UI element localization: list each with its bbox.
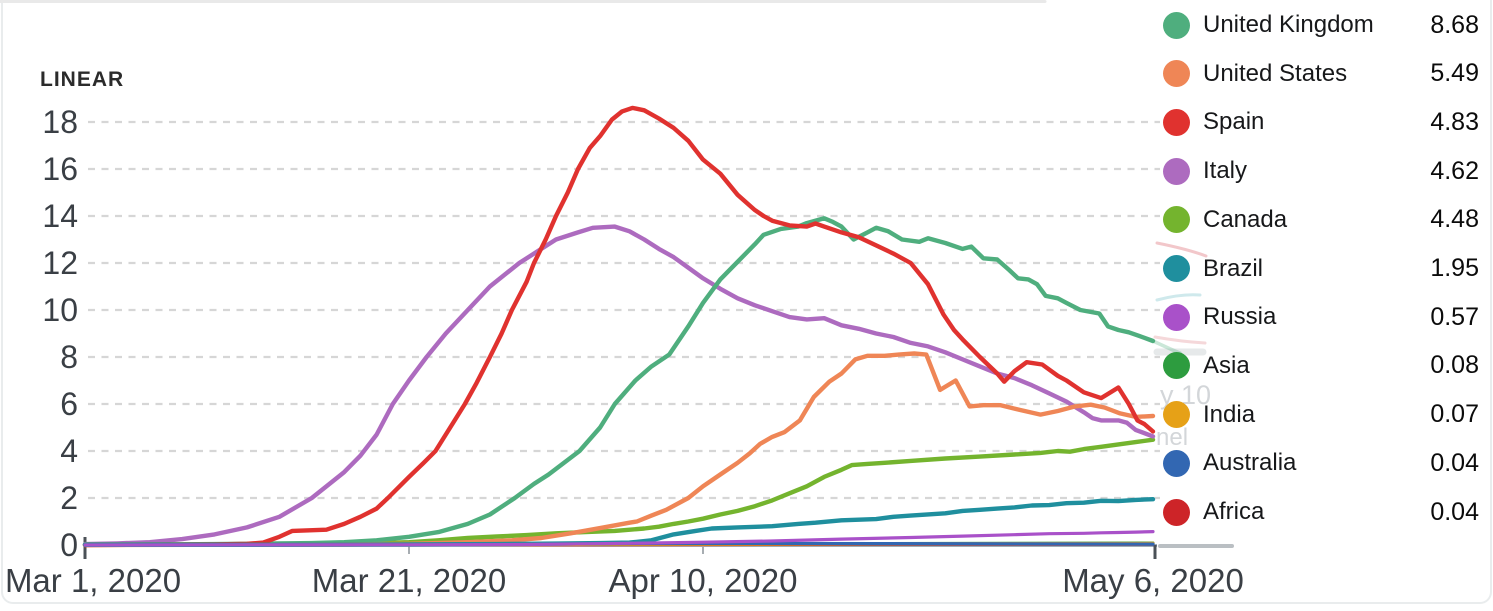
faded-artifact-stroke: [1155, 293, 1202, 302]
y-axis-label-0: 0: [60, 527, 78, 563]
series-line-italy[interactable]: [82, 224, 1156, 547]
faded-artifact-stroke: [1155, 241, 1208, 258]
y-axis-label-10: 10: [42, 292, 78, 328]
legend-value: 0.08: [1430, 351, 1479, 380]
legend-item-asia[interactable]: Asia 0.08: [1163, 343, 1485, 389]
y-axis-label-14: 14: [42, 198, 78, 234]
legend-label: Canada: [1203, 205, 1288, 233]
legend-item-brazil[interactable]: Brazil 1.95: [1163, 246, 1485, 292]
faded-artifact-stroke: [1153, 335, 1207, 345]
legend-value: 4.83: [1430, 107, 1479, 136]
faded-artifact-stroke: [1151, 339, 1182, 355]
series-line-canada[interactable]: [82, 437, 1156, 547]
legend-value: 1.95: [1430, 254, 1479, 282]
legend-item-spain[interactable]: Spain 4.83: [1163, 99, 1485, 145]
series-line-brazil[interactable]: [82, 497, 1156, 547]
y-axis-label-4: 4: [60, 433, 78, 469]
legend-value: 0.57: [1430, 302, 1479, 331]
x-axis-label-apr-10-2020: Apr 10, 2020: [608, 562, 798, 599]
x-axis-label-mar-21-2020: Mar 21, 2020: [311, 562, 507, 599]
legend-item-india[interactable]: India 0.07: [1163, 392, 1485, 438]
y-axis-label-16: 16: [42, 151, 78, 187]
series-line-united-states[interactable]: [82, 351, 1156, 548]
legend-color-dot-india: [1163, 401, 1190, 429]
legend-item-africa[interactable]: Africa 0.04: [1163, 489, 1485, 535]
legend-value: 8.68: [1430, 10, 1479, 39]
scale-toggle-linear[interactable]: LINEAR: [40, 68, 125, 91]
legend-label: Australia: [1203, 449, 1297, 477]
y-axis-label-2: 2: [60, 480, 78, 516]
legend-label: Russia: [1203, 303, 1277, 331]
legend-color-dot-united-states: [1163, 60, 1190, 88]
faded-artifact-text: nel: [1156, 424, 1188, 451]
legend-label: Africa: [1203, 498, 1265, 525]
series-line-spain[interactable]: [82, 105, 1156, 548]
legend-label: Spain: [1203, 108, 1265, 136]
legend-label: United States: [1203, 59, 1348, 87]
legend-color-dot-united-kingdom: [1163, 11, 1190, 39]
legend-color-dot-russia: [1163, 303, 1190, 331]
legend-value: 0.04: [1430, 497, 1479, 526]
y-axis-label-6: 6: [60, 386, 78, 422]
legend-value: 0.04: [1430, 448, 1479, 477]
legend-item-australia[interactable]: Australia 0.04: [1163, 440, 1485, 486]
series-line-russia[interactable]: [83, 529, 1155, 547]
legend-color-dot-spain: [1163, 108, 1190, 136]
x-axis-label-mar-1-2020: Mar 1, 2020: [4, 562, 182, 599]
legend-item-united-states[interactable]: United States 5.49: [1163, 51, 1485, 97]
y-axis-label-8: 8: [60, 339, 78, 375]
legend-label: Asia: [1203, 351, 1250, 379]
legend-label: United Kingdom: [1203, 11, 1374, 38]
legend-item-russia[interactable]: Russia 0.57: [1163, 294, 1485, 340]
legend-label: Italy: [1203, 157, 1248, 185]
legend-label: India: [1203, 400, 1256, 428]
legend-color-dot-brazil: [1163, 255, 1190, 282]
legend-color-dot-australia: [1163, 449, 1190, 477]
series-line-united-kingdom[interactable]: [82, 216, 1156, 547]
x-axis-label-may-6-2020: May 6, 2020: [1062, 562, 1244, 599]
legend-item-united-kingdom[interactable]: United Kingdom 8.68: [1163, 2, 1485, 48]
y-axis-label-18: 18: [42, 104, 78, 140]
legend-value: 4.62: [1430, 156, 1479, 185]
legend-value: 5.49: [1430, 59, 1479, 88]
legend-value: 0.07: [1430, 400, 1479, 429]
legend-color-dot-asia: [1163, 352, 1190, 380]
legend-label: Brazil: [1203, 254, 1264, 282]
legend-item-canada[interactable]: Canada 4.48: [1163, 197, 1485, 243]
legend: United Kingdom 8.68 United States 5.49 Spain…: [1163, 0, 1490, 560]
legend-item-italy[interactable]: Italy 4.62: [1163, 148, 1485, 194]
legend-color-dot-italy: [1163, 157, 1190, 185]
y-axis-label-12: 12: [42, 245, 78, 281]
legend-value: 4.48: [1430, 205, 1479, 234]
legend-color-dot-africa: [1163, 498, 1190, 526]
legend-color-dot-canada: [1163, 206, 1190, 234]
